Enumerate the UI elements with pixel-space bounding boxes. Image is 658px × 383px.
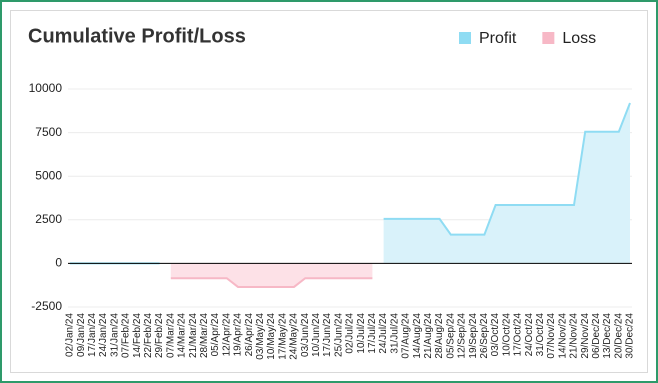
- x-tick-label: 28/Mar/24: [199, 313, 210, 358]
- area-fill: [170, 263, 373, 287]
- y-tick-label: 0: [55, 256, 62, 270]
- x-tick-label: 03/May/24: [255, 313, 266, 360]
- x-tick-label: 31/Jul/24: [389, 313, 400, 354]
- x-tick-label: 25/Jun/24: [333, 313, 344, 357]
- x-tick-label: 17/May/24: [277, 313, 288, 360]
- x-tick-label: 17/Jun/24: [322, 313, 333, 357]
- x-tick-label: 03/Oct/24: [490, 313, 501, 357]
- x-tick-label: 10/Jul/24: [356, 313, 367, 354]
- x-tick-label: 07/Aug/24: [401, 313, 412, 359]
- x-tick-label: 22/Feb/24: [143, 313, 154, 358]
- x-tick-label: 03/Jun/24: [300, 313, 311, 357]
- x-tick-label: 26/Apr/24: [244, 313, 255, 357]
- x-tick-label: 30/Dec/24: [625, 313, 636, 359]
- x-tick-label: 21/Mar/24: [188, 313, 199, 358]
- x-tick-label: 06/Dec/24: [591, 313, 602, 359]
- y-tick-label: 10000: [29, 81, 63, 95]
- x-tick-label: 07/Nov/24: [546, 313, 557, 359]
- x-tick-label: 21/Nov/24: [569, 313, 580, 359]
- x-tick-label: 29/Feb/24: [154, 313, 165, 358]
- x-tick-label: 14/Aug/24: [412, 313, 423, 359]
- y-tick-label: -2500: [31, 299, 62, 313]
- y-tick-label: 2500: [35, 212, 62, 226]
- x-tick-label: 26/Sep/24: [479, 313, 490, 359]
- x-tick-label: 24/Jan/24: [98, 313, 109, 357]
- chart-card: [10, 10, 648, 373]
- x-tick-label: 05/Apr/24: [210, 313, 221, 357]
- x-tick-label: 17/Jan/24: [87, 313, 98, 357]
- x-tick-label: 24/Oct/24: [524, 313, 535, 357]
- legend-swatch: [459, 32, 471, 44]
- area-line: [383, 102, 631, 236]
- x-tick-label: 31/Jan/24: [109, 313, 120, 357]
- x-tick-label: 12/Sep/24: [457, 313, 468, 359]
- legend-label: Profit: [479, 30, 517, 47]
- x-tick-label: 21/Aug/24: [423, 313, 434, 359]
- x-tick-label: 05/Sep/24: [445, 313, 456, 359]
- x-tick-label: 09/Jan/24: [76, 313, 87, 357]
- y-tick-label: 5000: [35, 168, 62, 182]
- x-tick-label: 29/Nov/24: [580, 313, 591, 359]
- y-tick-label: 7500: [35, 125, 62, 139]
- x-tick-label: 10/Oct/24: [501, 313, 512, 357]
- x-tick-label: 24/Jul/24: [378, 313, 389, 354]
- x-tick-label: 14/Feb/24: [132, 313, 143, 358]
- x-tick-label: 14/Nov/24: [557, 313, 568, 359]
- x-tick-label: 19/Sep/24: [468, 313, 479, 359]
- x-tick-label: 10/Jun/24: [311, 313, 322, 357]
- x-tick-label: 07/Feb/24: [121, 313, 132, 358]
- x-tick-label: 07/Mar/24: [165, 313, 176, 358]
- x-tick-label: 17/Oct/24: [513, 313, 524, 357]
- chart-title: Cumulative Profit/Loss: [28, 25, 246, 47]
- x-tick-label: 31/Oct/24: [535, 313, 546, 357]
- x-tick-label: 14/Mar/24: [177, 313, 188, 358]
- x-tick-label: 10/May/24: [266, 313, 277, 360]
- area-line: [170, 277, 373, 288]
- legend-label: Loss: [562, 30, 596, 47]
- x-tick-label: 20/Dec/24: [613, 313, 624, 359]
- x-tick-label: 13/Dec/24: [602, 313, 613, 359]
- x-tick-label: 17/Jul/24: [367, 313, 378, 354]
- x-tick-label: 28/Aug/24: [434, 313, 445, 359]
- x-tick-label: 19/Apr/24: [233, 313, 244, 357]
- x-tick-label: 12/Apr/24: [221, 313, 232, 357]
- area-fill: [383, 102, 630, 264]
- x-tick-label: 24/May/24: [289, 313, 300, 360]
- x-tick-label: 02/Jul/24: [345, 313, 356, 354]
- x-tick-label: 02/Jan/24: [65, 313, 76, 357]
- legend-swatch: [542, 32, 555, 44]
